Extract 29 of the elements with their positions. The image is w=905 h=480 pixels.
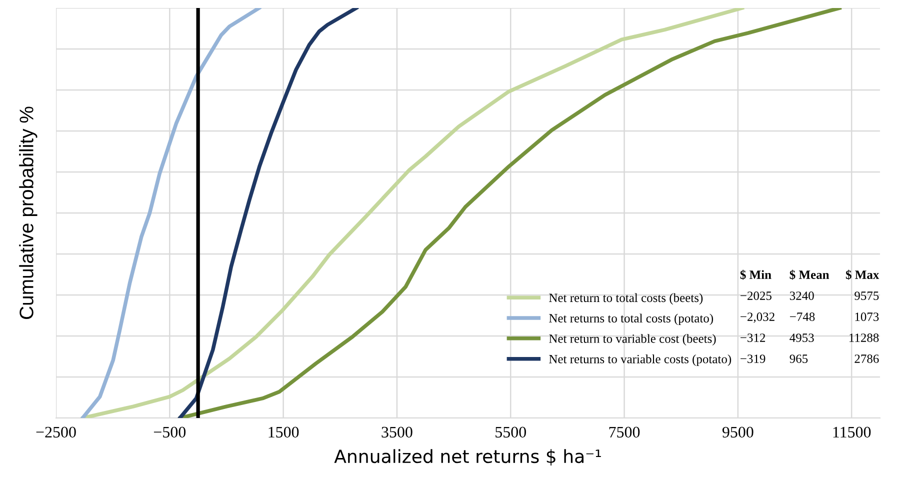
annotation: $ Max xyxy=(846,270,880,280)
annotation: −312 xyxy=(740,334,766,342)
x-tick-label: 9500 xyxy=(722,426,754,438)
annotation: $ Min xyxy=(740,270,772,280)
annotation: 4953 xyxy=(790,334,814,342)
x-tick-label: 7500 xyxy=(609,426,640,438)
annotation: 1073 xyxy=(855,312,879,321)
x-tick-label: 11500 xyxy=(833,426,871,438)
annotation: −319 xyxy=(740,354,766,363)
annotation: 2786 xyxy=(854,354,879,363)
annotation: 965 xyxy=(790,354,808,363)
y-axis-title: Cumulative probability % xyxy=(19,106,38,319)
x-tick-label: 3500 xyxy=(382,426,412,438)
x-tick-label: 1500 xyxy=(268,426,299,438)
legend-label: Net returns to total costs (potato) xyxy=(549,314,714,326)
annotation: −2,032 xyxy=(740,312,774,323)
x-tick-label: −500 xyxy=(154,426,186,438)
annotation: 11288 xyxy=(849,334,879,342)
x-tick-label: −2500 xyxy=(36,426,76,438)
annotation: $ Mean xyxy=(790,270,830,280)
annotation: 3240 xyxy=(790,292,814,300)
x-tick-label: 5500 xyxy=(496,426,526,438)
legend-label: Net return to variable cost (beets) xyxy=(549,334,716,346)
annotation: 9575 xyxy=(854,292,879,300)
legend-label: Net returns to variable costs (potato) xyxy=(549,354,732,366)
annotation: −2025 xyxy=(740,292,772,300)
legend-label: Net return to total costs (beets) xyxy=(549,293,703,305)
annotation: −748 xyxy=(790,312,815,321)
x-axis-title: Annualized net returns $ ha⁻¹ xyxy=(334,449,601,466)
